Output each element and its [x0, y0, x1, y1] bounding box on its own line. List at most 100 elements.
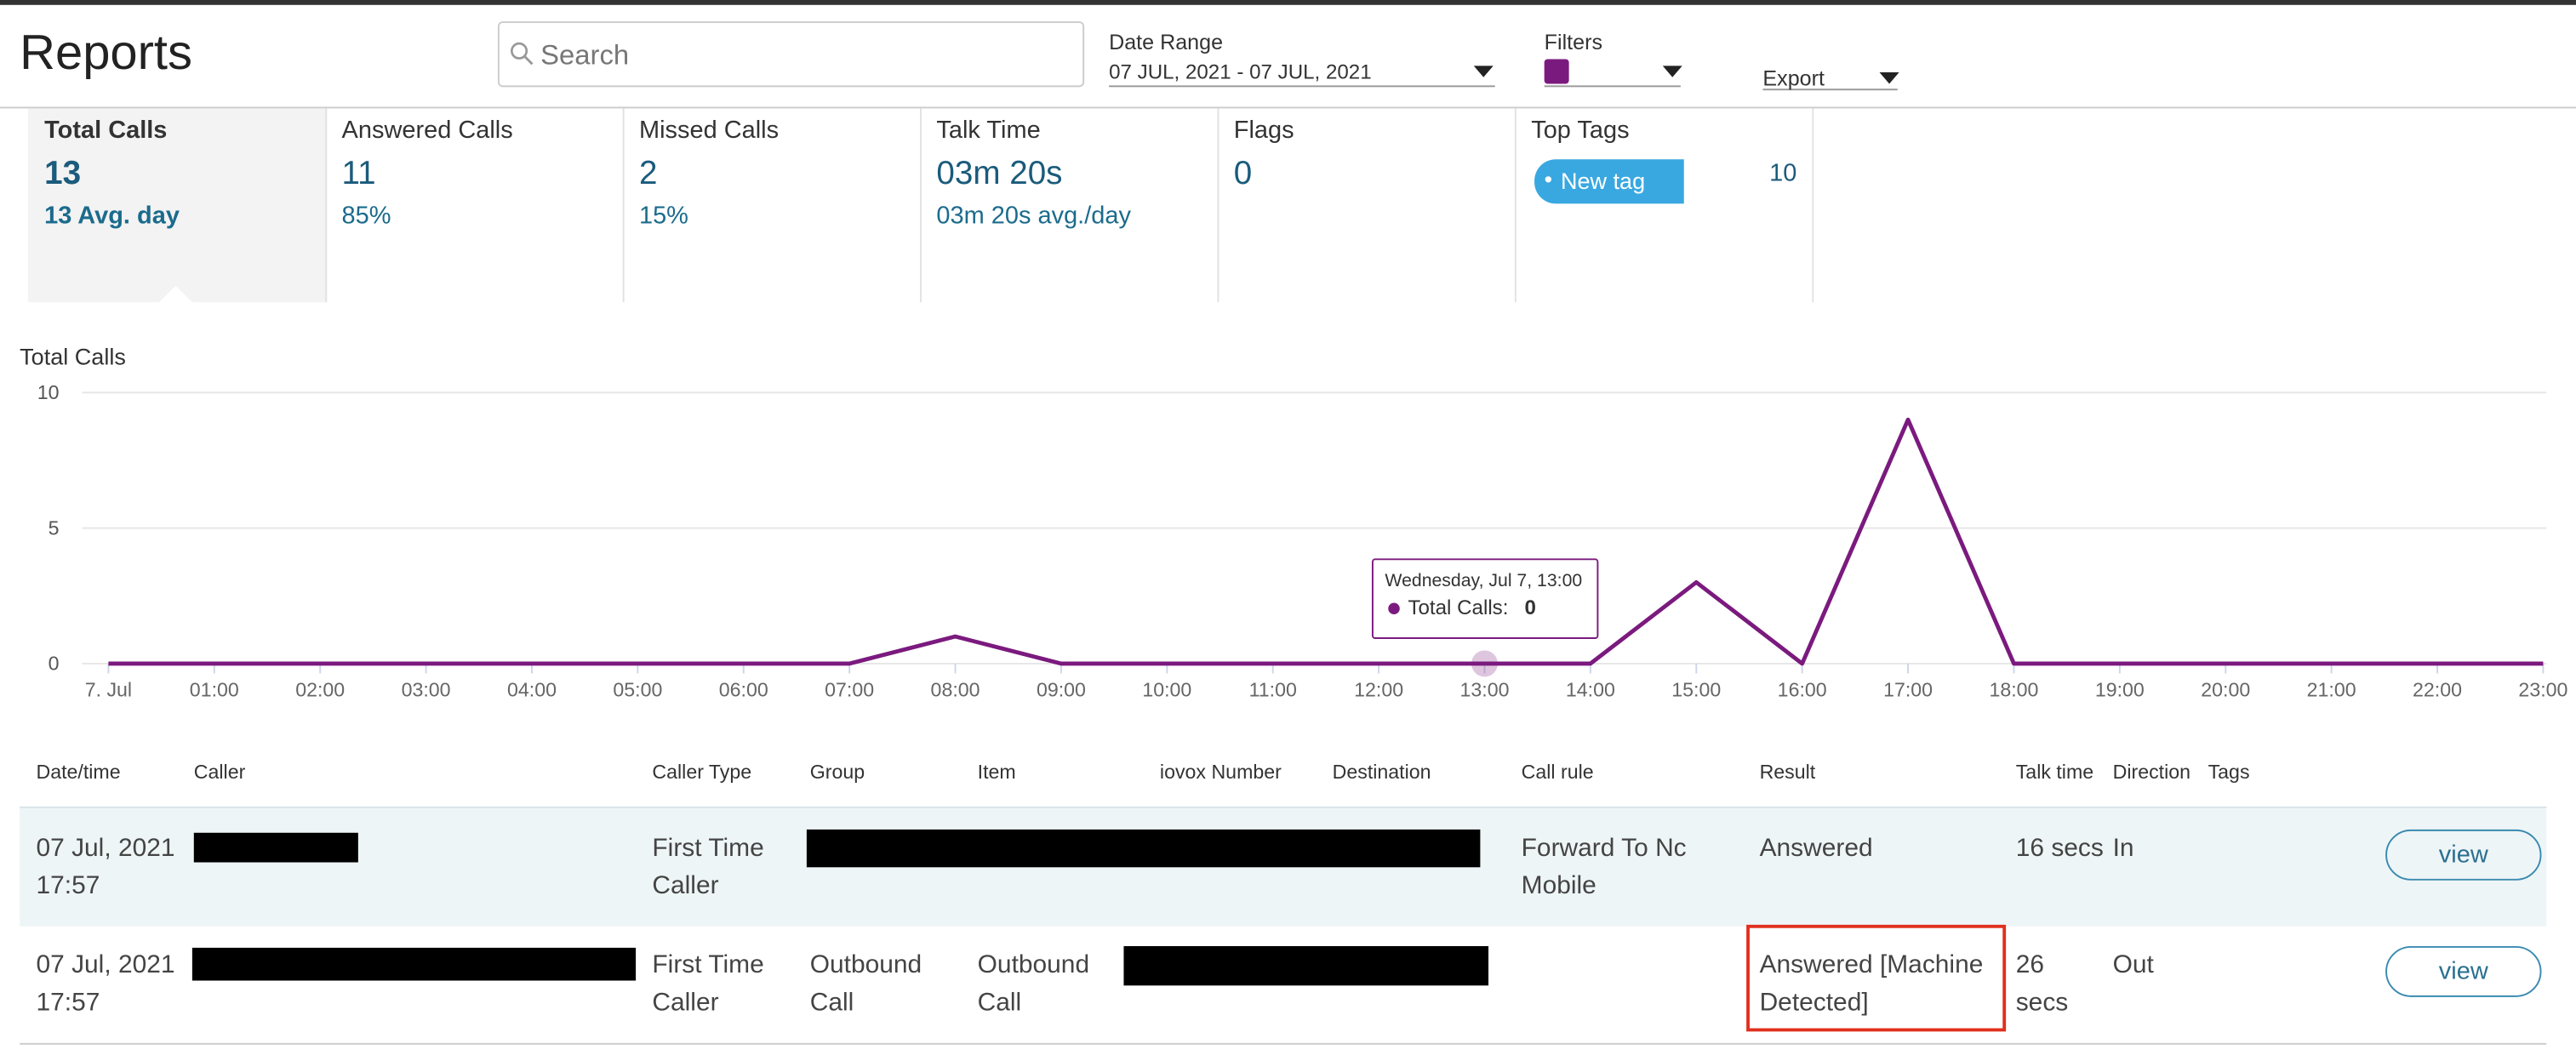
x-tick-label: 01:00	[190, 679, 239, 701]
x-tick-label: 15:00	[1671, 679, 1721, 701]
y-tick-label: 5	[49, 516, 60, 539]
caret	[1662, 66, 1682, 77]
stat-label: Answered Calls	[341, 117, 513, 145]
cell-direction: In	[2112, 834, 2134, 863]
stat-card[interactable]: Answered Calls 11 85%	[325, 108, 625, 303]
column-header[interactable]: Date/time	[36, 760, 121, 784]
stat-value: 13	[44, 156, 82, 192]
column-header[interactable]: Destination	[1332, 760, 1431, 784]
x-tick-label: 21:00	[2307, 679, 2356, 701]
redaction	[806, 829, 1481, 868]
hover-halo	[1471, 650, 1498, 677]
column-header[interactable]: Item	[977, 760, 1016, 784]
stat-card[interactable]: Talk Time 03m 20s 03m 20s avg./day	[920, 108, 1219, 303]
tag-pill[interactable]: • New tag	[1534, 159, 1684, 204]
tag-count: 10	[1769, 159, 1797, 188]
cell-talk-time: 26 secs	[2015, 950, 2069, 1017]
cell-result: Answered	[1759, 834, 1873, 863]
cell-time: 17:57	[36, 989, 100, 1017]
stat-card[interactable]: Total Calls 13 13 Avg. day	[27, 108, 328, 303]
view-button[interactable]: view	[2385, 829, 2542, 881]
redaction	[191, 947, 637, 981]
tooltip-label: Total Calls:	[1408, 596, 1509, 619]
stat-label: Missed Calls	[638, 117, 780, 145]
x-tick-label: 05:00	[613, 679, 662, 701]
column-header[interactable]: iovox Number	[1159, 760, 1282, 784]
stat-label: Flags	[1233, 117, 1294, 145]
cell-call-rule: Forward To Nc Mobile	[1521, 834, 1687, 900]
cell-result: Answered [Machine Detected]	[1759, 950, 1984, 1017]
x-tick-label: 04:00	[507, 679, 557, 701]
cell-caller-type: First Time Caller	[652, 950, 764, 1017]
table-row	[20, 925, 2547, 1045]
stat-value: 11	[341, 156, 376, 192]
tooltip-dot	[1388, 602, 1400, 615]
column-header[interactable]: Group	[809, 760, 865, 784]
x-tick-label: 17:00	[1883, 679, 1933, 701]
tooltip-title: Wednesday, Jul 7, 13:00	[1385, 571, 1583, 591]
page-title: Reports	[20, 26, 192, 81]
stat-value: 2	[638, 156, 658, 192]
stat-label: Top Tags	[1531, 117, 1630, 145]
cell-group: Outbound Call	[809, 950, 922, 1017]
y-tick-label: 0	[49, 653, 60, 675]
tooltip-value: 0	[1524, 596, 1536, 619]
view-button[interactable]: view	[2385, 945, 2542, 997]
line-series	[108, 417, 2544, 666]
cell-talk-time: 16 secs	[2015, 834, 2104, 863]
search-placeholder: Search	[540, 39, 630, 71]
redaction	[1123, 945, 1489, 986]
x-tick-label: 20:00	[2201, 679, 2250, 701]
cell-date: 07 Jul, 2021	[36, 950, 175, 979]
x-tick-label: 19:00	[2095, 679, 2145, 701]
cell-direction: Out	[2112, 950, 2154, 979]
column-header[interactable]: Direction	[2112, 760, 2191, 784]
redaction	[193, 832, 358, 863]
stat-value: 0	[1233, 156, 1253, 192]
tooltip: Wednesday, Jul 7, 13:00 Total Calls: 0	[1371, 558, 1599, 639]
column-header[interactable]: Caller	[193, 760, 246, 784]
column-header[interactable]: Call rule	[1521, 760, 1594, 784]
x-tick-label: 08:00	[931, 679, 980, 701]
cell-item: Outbound Call	[977, 950, 1090, 1017]
column-header[interactable]: Result	[1759, 760, 1816, 784]
stat-label: Talk Time	[936, 117, 1041, 145]
tag-name: New tag	[1560, 167, 1646, 194]
stat-card[interactable]: Top Tags • New tag 10	[1515, 108, 1814, 303]
filters-underline	[1544, 85, 1681, 88]
x-tick-label: 7. Jul	[85, 679, 132, 701]
stat-sub: 03m 20s avg./day	[936, 202, 1131, 231]
x-tick-label: 06:00	[719, 679, 768, 701]
stat-label: Total Calls	[44, 117, 168, 145]
search-box[interactable]: Search	[497, 21, 1085, 88]
column-header[interactable]: Caller Type	[652, 760, 752, 784]
stat-sub: 15%	[638, 202, 688, 231]
x-tick-label: 02:00	[295, 679, 345, 701]
date-range-label: Date Range	[1109, 29, 1224, 54]
column-header[interactable]: Tags	[2208, 760, 2250, 784]
x-tick-label: 09:00	[1037, 679, 1086, 701]
x-tick-label: 12:00	[1354, 679, 1403, 701]
x-tick-label: 22:00	[2413, 679, 2462, 701]
export-select[interactable]: Export	[1762, 66, 1898, 91]
date-range-select[interactable]: 07 JUL, 2021 - 07 JUL, 2021	[1109, 60, 1495, 88]
header-border	[0, 106, 2576, 109]
x-tick-label: 03:00	[402, 679, 451, 701]
filters-label: Filters	[1544, 29, 1602, 54]
x-tick-label: 13:00	[1460, 679, 1510, 701]
stat-value: 03m 20s	[936, 156, 1063, 192]
stat-card[interactable]: Flags 0	[1218, 108, 1516, 303]
stat-card[interactable]: Missed Calls 2 15%	[623, 108, 922, 303]
caret	[1473, 66, 1494, 77]
card-pointer	[157, 285, 194, 305]
cell-time: 17:57	[36, 872, 100, 900]
caret	[1879, 71, 1899, 84]
x-tick-label: 16:00	[1778, 679, 1827, 701]
filter-color[interactable]	[1544, 59, 1569, 84]
column-header[interactable]: Talk time	[2015, 760, 2094, 784]
x-tick-label: 18:00	[1989, 679, 2038, 701]
cell-date: 07 Jul, 2021	[36, 834, 175, 863]
y-tick-label: 10	[37, 381, 60, 403]
